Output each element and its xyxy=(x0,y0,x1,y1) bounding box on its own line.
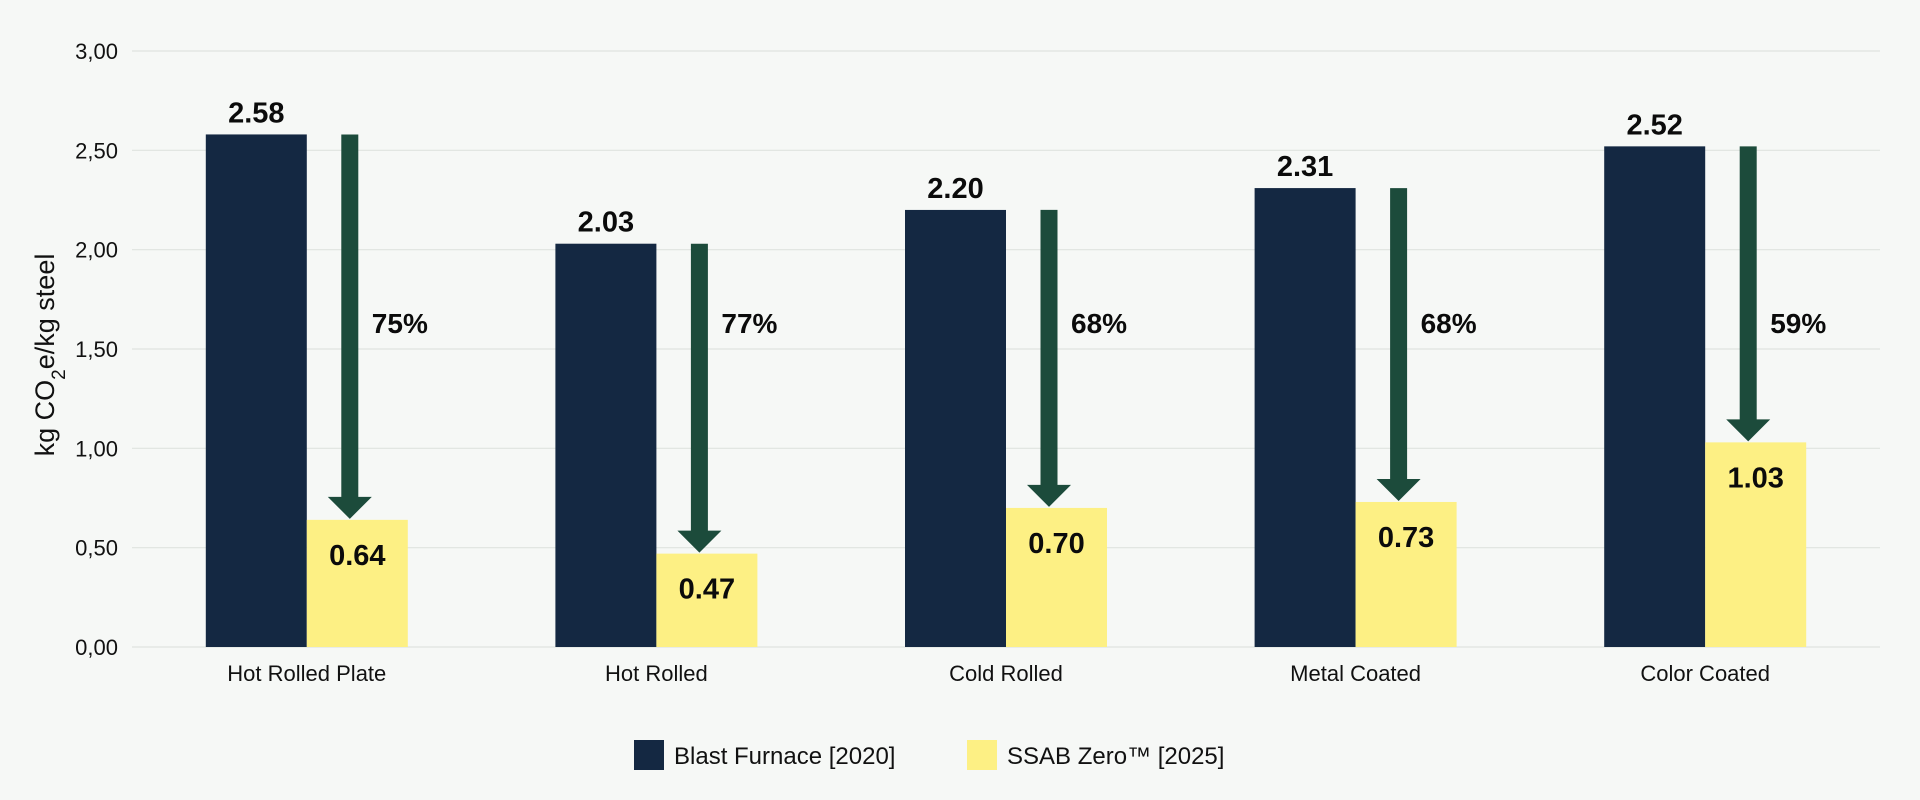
bar-blast-furnace xyxy=(1254,188,1356,647)
reduction-percent-label: 75% xyxy=(372,308,428,339)
category-label: Metal Coated xyxy=(1290,661,1421,686)
value-label-blast-furnace: 2.03 xyxy=(578,207,634,239)
value-label-blast-furnace: 2.31 xyxy=(1277,151,1333,183)
legend-swatch-ssab-zero xyxy=(967,740,997,770)
reduction-arrow xyxy=(1027,209,1071,507)
y-axis-title-subscript: 2 xyxy=(49,369,70,380)
y-tick-label: 0,50 xyxy=(75,536,118,561)
y-tick-label: 3,00 xyxy=(75,39,118,64)
bar-ssab-zero xyxy=(1705,442,1807,647)
reduction-arrow xyxy=(327,134,372,519)
y-tick-label: 1,00 xyxy=(75,436,118,461)
bar-ssab-zero xyxy=(656,553,758,647)
reduction-percent-label: 68% xyxy=(1421,308,1477,339)
reduction-arrows xyxy=(327,134,1771,553)
y-axis-title: kg CO2e/kg steel xyxy=(30,254,70,457)
value-label-blast-furnace: 2.20 xyxy=(927,173,983,205)
value-label-blast-furnace: 2.52 xyxy=(1626,109,1682,141)
bar-blast-furnace xyxy=(205,134,307,647)
legend-label-blast-furnace: Blast Furnace [2020] xyxy=(674,743,895,770)
value-label-ssab-zero: 0.70 xyxy=(1028,528,1084,560)
data-labels: 2.58 0.64 75% 2.03 0.47 77% 2.20 0.70 68% 2.31 0.7… xyxy=(228,97,1826,605)
y-tick-label: 2,50 xyxy=(75,138,118,163)
legend: Blast Furnace [2020] SSAB Zero™ [2025] xyxy=(634,740,1224,770)
category-label: Hot Rolled xyxy=(605,661,708,686)
y-tick-label: 0,00 xyxy=(75,635,118,660)
reduction-arrow xyxy=(677,243,722,553)
y-axis-title-part: e/kg steel xyxy=(30,254,60,370)
reduction-percent-label: 68% xyxy=(1071,308,1127,339)
y-axis-title-part: kg CO xyxy=(30,380,60,457)
category-label: Color Coated xyxy=(1640,661,1770,686)
category-label: Hot Rolled Plate xyxy=(227,661,386,686)
y-axis-ticks: 0,00 0,50 1,00 1,50 2,00 2,50 3,00 xyxy=(75,39,118,660)
bar-blast-furnace xyxy=(555,243,657,647)
value-label-blast-furnace: 2.58 xyxy=(228,97,284,129)
value-label-ssab-zero: 0.73 xyxy=(1378,522,1434,554)
bar-ssab-zero xyxy=(1355,501,1457,647)
legend-label-ssab-zero: SSAB Zero™ [2025] xyxy=(1007,743,1224,770)
bar-ssab-zero xyxy=(306,519,408,647)
legend-swatch-blast-furnace xyxy=(634,740,664,770)
reduction-percent-label: 77% xyxy=(721,308,777,339)
value-label-ssab-zero: 0.47 xyxy=(679,574,735,606)
y-tick-label: 1,50 xyxy=(75,337,118,362)
reduction-arrow xyxy=(1376,188,1421,501)
y-tick-label: 2,00 xyxy=(75,238,118,263)
reduction-percent-label: 59% xyxy=(1770,308,1826,339)
value-label-ssab-zero: 0.64 xyxy=(329,540,385,572)
category-label: Cold Rolled xyxy=(949,661,1063,686)
bar-blast-furnace xyxy=(905,209,1006,647)
bar-ssab-zero xyxy=(1006,507,1107,647)
x-axis-categories: Hot Rolled Plate Hot Rolled Cold Rolled Met… xyxy=(227,661,1770,686)
reduction-arrow xyxy=(1726,146,1771,442)
value-label-ssab-zero: 1.03 xyxy=(1727,462,1783,494)
bars xyxy=(205,134,1807,648)
bar-blast-furnace xyxy=(1604,146,1706,648)
